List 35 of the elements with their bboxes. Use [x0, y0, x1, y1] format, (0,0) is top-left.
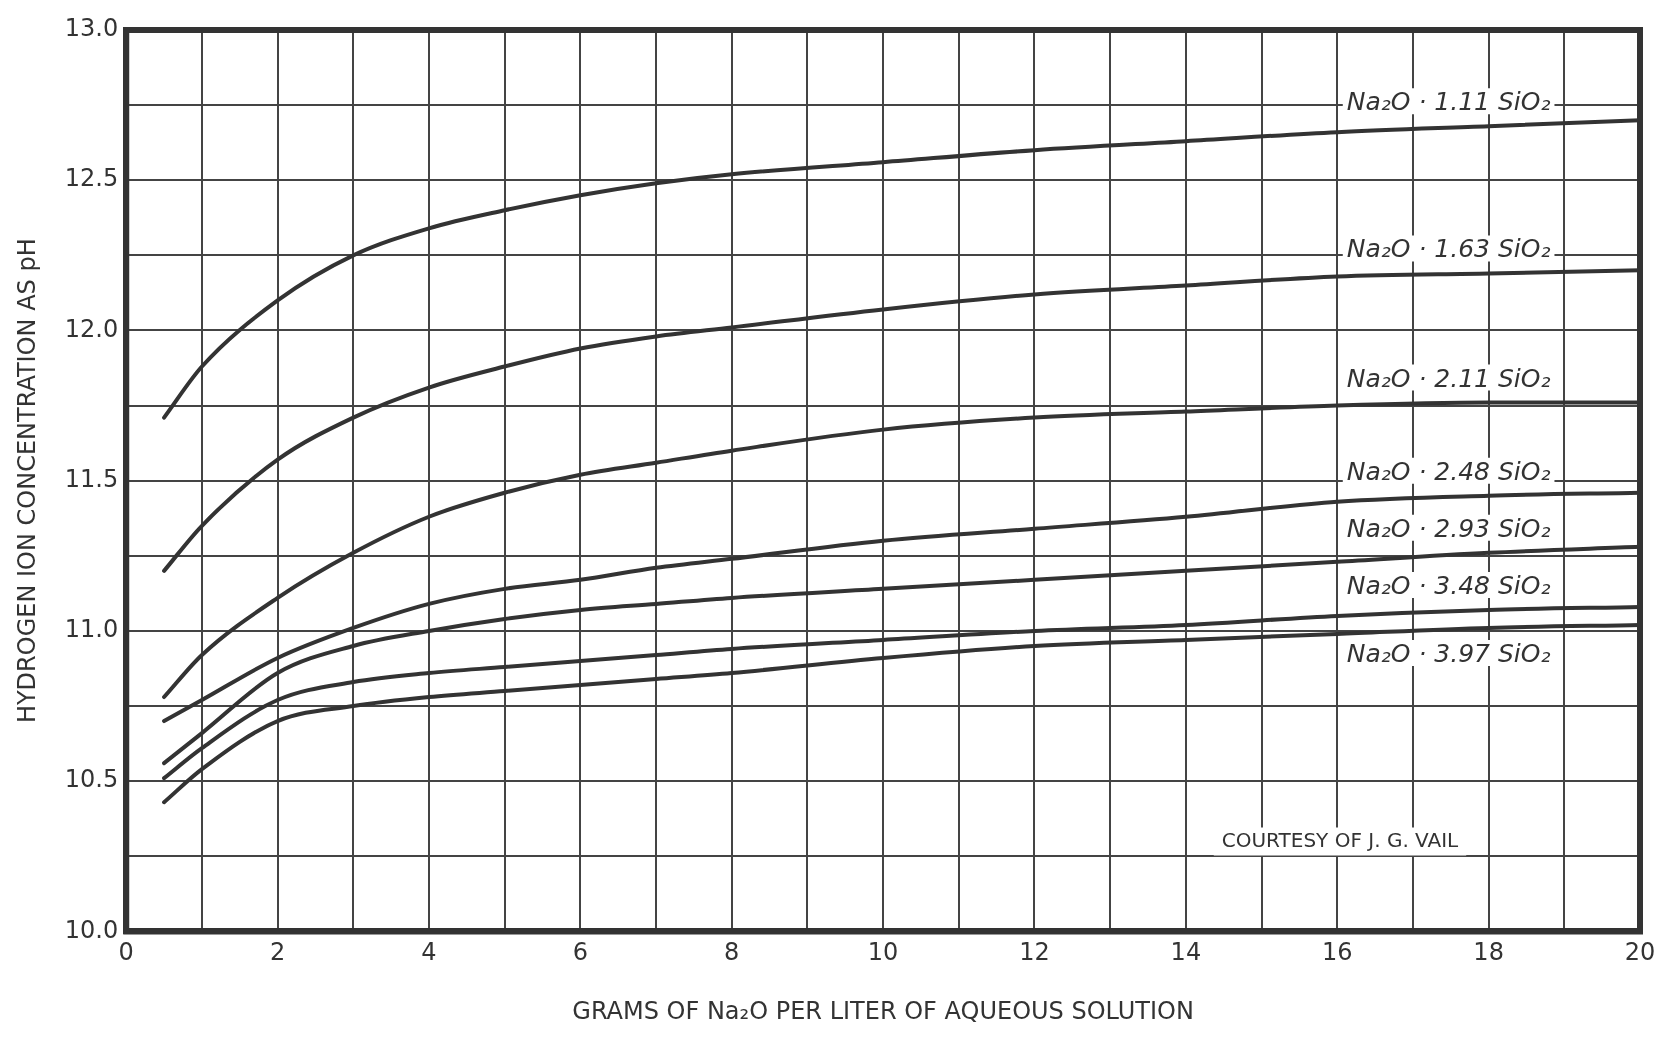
- series-label: Na₂O · 2.11 SiO₂: [1346, 363, 1551, 393]
- x-tick-label: 16: [1321, 938, 1353, 967]
- x-tick-label: 2: [269, 938, 286, 967]
- y-tick-label: 12.0: [64, 314, 119, 343]
- y-tick-label: 10.5: [64, 765, 119, 794]
- y-tick-label: 11.5: [64, 464, 119, 493]
- y-tick-label: 11.0: [64, 615, 119, 644]
- line-series: [162, 400, 1640, 700]
- x-tick-label: 12: [1019, 938, 1050, 967]
- line-series: [162, 118, 1640, 420]
- y-axis-title: HYDROGEN ION CONCENTRATION AS pH: [12, 238, 41, 724]
- series-label: Na₂O · 2.93 SiO₂: [1346, 513, 1551, 543]
- series-label: Na₂O · 3.48 SiO₂: [1346, 570, 1551, 600]
- line-series: [162, 268, 1640, 573]
- x-tick-label: 10: [867, 938, 899, 967]
- annotation: COURTESY OF J. G. VAIL: [1221, 827, 1460, 852]
- x-tick-label: 8: [724, 938, 740, 967]
- series-label: Na₂O · 1.63 SiO₂: [1346, 234, 1551, 264]
- x-tick-label: 0: [118, 938, 134, 967]
- x-tick-label: 6: [572, 938, 589, 967]
- x-axis-title: GRAMS OF Na₂O PER LITER OF AQUEOUS SOLUTION: [572, 996, 1194, 1025]
- x-tick-label: 18: [1473, 938, 1504, 967]
- x-tick-label: 14: [1170, 938, 1202, 967]
- x-tick-label: 20: [1624, 938, 1656, 967]
- y-tick-label: 13.0: [64, 14, 119, 43]
- series-label: Na₂O · 3.97 SiO₂: [1346, 638, 1551, 668]
- x-tick-label: 4: [421, 938, 437, 967]
- line-series: [162, 604, 1640, 781]
- line-series: [162, 544, 1640, 766]
- y-tick-label: 10.0: [64, 915, 119, 944]
- line-series: [162, 622, 1640, 805]
- y-tick-label: 12.5: [64, 164, 119, 193]
- series-label: Na₂O · 2.48 SiO₂: [1346, 456, 1551, 486]
- line-series: [162, 490, 1640, 724]
- series-label: Na₂O · 1.11 SiO₂: [1346, 87, 1551, 117]
